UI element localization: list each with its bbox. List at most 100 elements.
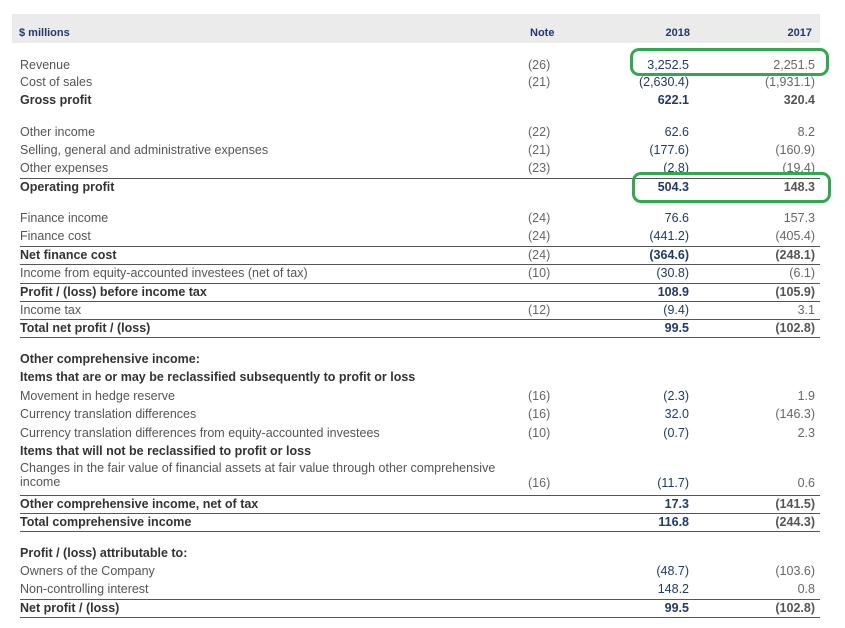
row-note: (24) [528, 211, 551, 225]
table-row: Items that will not be reclassified to p… [20, 443, 820, 460]
row-value-2018: (30.8) [656, 266, 689, 280]
operating-profit-highlight-box [632, 172, 831, 203]
row-value-2017: (102.8) [775, 321, 815, 335]
table-row: Movement in hedge reserve (16) (2.3) 1.9 [20, 388, 820, 405]
table-row: Other comprehensive income, net of tax 17… [20, 495, 820, 513]
row-value-2018: 108.9 [657, 285, 689, 299]
row-label: Net profit / (loss) [20, 601, 120, 615]
row-value-2018: (177.6) [649, 143, 689, 157]
row-value-2018: 32.0 [664, 407, 689, 421]
table-row: Non-controlling interest 148.2 0.8 [20, 581, 820, 598]
row-value-2018: (2.3) [663, 389, 689, 403]
row-value-2017: (102.8) [775, 601, 815, 615]
row-value-2018: (0.7) [663, 426, 689, 440]
row-value-2018: 99.5 [664, 601, 689, 615]
note-column-header: Note [530, 27, 555, 39]
row-label: Owners of the Company [20, 564, 155, 578]
row-label: Other comprehensive income, net of tax [20, 497, 259, 511]
row-note: (16) [528, 476, 551, 490]
table-row: Changes in the fair value of financial a… [20, 461, 820, 491]
table-row: Other income (22) 62.6 8.2 [20, 124, 820, 141]
row-value-2017: (6.1) [789, 266, 815, 280]
row-note: (12) [528, 303, 551, 317]
row-label: Operating profit [20, 180, 115, 194]
row-value-2018: 622.1 [657, 93, 689, 107]
row-label: Income tax [20, 303, 82, 317]
row-note: (16) [528, 389, 551, 403]
row-value-2018: (441.2) [649, 229, 689, 243]
row-value-2018: 76.6 [664, 211, 689, 225]
row-label: Total net profit / (loss) [20, 321, 151, 335]
row-note: (21) [528, 75, 551, 89]
row-value-2018: 148.2 [657, 582, 689, 596]
row-value-2017: (19.4) [782, 161, 815, 175]
row-value-2018: 17.3 [664, 497, 689, 511]
row-label: Other comprehensive income: [20, 352, 200, 366]
row-value-2017: (146.3) [775, 407, 815, 421]
row-value-2017: 0.8 [797, 582, 815, 596]
row-label: Profit / (loss) before income tax [20, 285, 207, 299]
row-label: Gross profit [20, 93, 92, 107]
table-row: Items that are or may be reclassified su… [20, 369, 820, 386]
table-row: Finance income (24) 76.6 157.3 [20, 210, 820, 227]
row-value-2017: 0.6 [797, 476, 815, 490]
row-value-2017: 320.4 [783, 93, 815, 107]
row-note: (10) [528, 426, 551, 440]
table-row: Net finance cost (24) (364.6) (248.1) [20, 246, 820, 264]
row-value-2017: (405.4) [775, 229, 815, 243]
row-label: Finance cost [20, 229, 91, 243]
row-value-2018: 3,252.5 [647, 58, 689, 72]
revenue-highlight-box [630, 48, 829, 76]
row-value-2017: (160.9) [775, 143, 815, 157]
row-note: (24) [528, 229, 551, 243]
row-note: (23) [528, 161, 551, 175]
table-row: Gross profit 622.1 320.4 [20, 92, 820, 109]
row-label: Other income [20, 125, 96, 139]
row-value-2017: 2.3 [797, 426, 815, 440]
row-value-2017: 3.1 [797, 303, 815, 317]
row-value-2017: (248.1) [775, 248, 815, 262]
table-row: Other expenses (23) (2.8) (19.4) [20, 160, 820, 177]
year-2018-column-header: 2018 [665, 27, 690, 39]
row-label: Non-controlling interest [20, 582, 149, 596]
row-value-2018: (2,630.4) [638, 75, 689, 89]
table-row: Profit / (loss) attributable to: [20, 545, 820, 562]
table-row: Income tax (12) (9.4) 3.1 [20, 301, 820, 319]
row-label: Items that are or may be reclassified su… [20, 370, 416, 384]
row-value-2018: 62.6 [664, 125, 689, 139]
table-row: Other comprehensive income: [20, 351, 820, 368]
row-note: (10) [528, 266, 551, 280]
row-value-2017: 8.2 [797, 125, 815, 139]
row-label: Movement in hedge reserve [20, 389, 175, 403]
row-label: Finance income [20, 211, 109, 225]
table-row: Operating profit 504.3 148.3 [20, 178, 820, 196]
row-label: Selling, general and administrative expe… [20, 143, 269, 157]
table-row: Selling, general and administrative expe… [20, 142, 820, 159]
row-value-2017: (105.9) [775, 285, 815, 299]
table-row: Currency translation differences from eq… [20, 425, 820, 442]
table-row: Cost of sales (21) (2,630.4) (1,931.1) [20, 74, 820, 91]
row-label: Other expenses [20, 161, 109, 175]
row-label: Changes in the fair value of financial a… [20, 461, 496, 489]
row-value-2018: (48.7) [656, 564, 689, 578]
currency-unit-label: $ millions [19, 27, 70, 39]
row-label: Profit / (loss) attributable to: [20, 546, 188, 560]
row-label: Currency translation differences [20, 407, 197, 421]
year-2017-column-header: 2017 [787, 27, 812, 39]
row-label: Items that will not be reclassified to p… [20, 444, 312, 458]
row-value-2018: 116.8 [658, 515, 689, 529]
row-value-2017: 148.3 [783, 180, 815, 194]
row-value-2017: 157.3 [783, 211, 815, 225]
table-row: Total net profit / (loss) 99.5 (102.8) [20, 319, 820, 338]
row-value-2017: (1,931.1) [764, 75, 815, 89]
row-note: (24) [528, 248, 551, 262]
row-note: (21) [528, 143, 551, 157]
row-label: Total comprehensive income [20, 515, 192, 529]
table-row: Net profit / (loss) 99.5 (102.8) [20, 599, 820, 618]
row-note: (22) [528, 125, 551, 139]
row-note: (16) [528, 407, 551, 421]
row-label: Cost of sales [20, 75, 93, 89]
table-row: Profit / (loss) before income tax 108.9 (1… [20, 283, 820, 301]
row-value-2018: (364.6) [649, 248, 689, 262]
